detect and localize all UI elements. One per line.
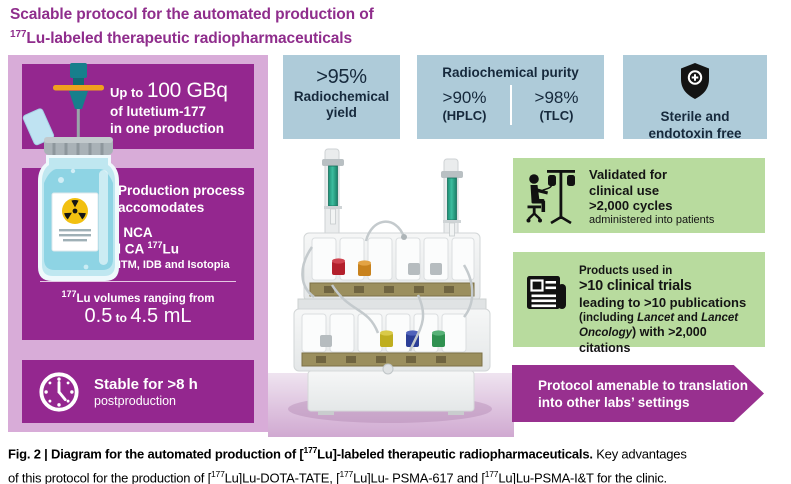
- capacity-box: Up to 100 GBq of lutetium-177 in one pro…: [22, 64, 254, 149]
- volume-label: 177Lu volumes ranging from: [22, 289, 254, 305]
- volume-label-text: Lu volumes ranging from: [76, 292, 215, 305]
- caption-sup3: 177: [339, 469, 354, 480]
- pubs-line1: Products used in: [579, 265, 673, 277]
- volume-to: to: [112, 311, 131, 326]
- caption-bold1: Fig. 2 | Diagram for the automated produ…: [8, 446, 304, 462]
- process-line2: accomodates: [118, 200, 205, 215]
- stability-box: Stable for >8 h postproduction: [22, 360, 254, 423]
- caption-line2: of this protocol for the production of […: [8, 464, 786, 484]
- pubs-line4: (including Lancet and Lancet: [579, 311, 761, 325]
- translation-arrow-banner: Protocol amenable to translation into ot…: [512, 365, 764, 422]
- purity-hplc: >90% (HPLC): [426, 88, 504, 123]
- caption-bold2: Lu]-labeled therapeutic radiopharmaceuti…: [317, 446, 593, 462]
- process-line1: Production process: [118, 183, 245, 198]
- pubs-line2: >10 clinical trials: [579, 278, 692, 294]
- process-ca-sup: 177: [147, 240, 163, 250]
- validated-line2: clinical use: [589, 182, 660, 198]
- volume-isotope-sup: 177: [61, 288, 77, 299]
- pubs-citations: ) with >2,000 citations: [579, 325, 707, 355]
- stability-line2: postproduction: [94, 393, 177, 408]
- radiochemical-purity-box: Radiochemical purity >90% (HPLC) >98% (T…: [417, 55, 604, 139]
- process-ca-post: Lu: [162, 241, 180, 257]
- validated-line3: >2,000 cycles: [589, 198, 673, 213]
- figure-caption: Fig. 2 | Diagram for the automated produ…: [8, 440, 786, 484]
- pubs-l4c: and: [674, 312, 702, 324]
- capacity-prefix: Up to: [110, 85, 147, 100]
- sterility-box: Sterile and endotoxin free: [623, 55, 767, 141]
- validated-line4: administered into patients: [589, 213, 715, 226]
- yield-value: >95%: [316, 66, 367, 88]
- divider-line: [509, 85, 512, 125]
- radiochemical-yield-box: >95% Radiochemical yield: [283, 55, 400, 139]
- automated-synthesis-module-image: [268, 148, 514, 437]
- yield-label2: yield: [326, 105, 357, 120]
- caption-reg3: Lu]Lu-DOTA-TATE, [: [224, 470, 340, 484]
- tlc-method: (TLC): [539, 107, 574, 123]
- sterile-line2: endotoxin free: [648, 126, 742, 141]
- hplc-value: >90%: [442, 87, 487, 107]
- caption-reg5: Lu]Lu-PSMA-I&T for the clinic.: [498, 470, 667, 484]
- arrow-line2: into other labs’ settings: [538, 394, 690, 410]
- volume-min: 0.5: [84, 305, 113, 328]
- title-isotope-superscript: 177: [10, 29, 27, 40]
- caption-reg1: Key advantages: [592, 446, 687, 462]
- validated-line1: Validated for: [589, 167, 668, 182]
- clinical-validation-box: Validated for clinical use >2,000 cycles…: [513, 158, 765, 233]
- caption-reg2: of this protocol for the production of [: [8, 470, 212, 484]
- divider-line: [40, 280, 236, 282]
- pubs-lancet2-italic: Lancet: [701, 312, 739, 324]
- caption-sup4: 177: [484, 469, 499, 480]
- shield-plus-icon: [681, 63, 709, 99]
- purity-title: Radiochemical purity: [442, 65, 579, 80]
- pubs-l4a: (including: [579, 312, 638, 324]
- capacity-value: 100 GBq: [146, 79, 228, 102]
- capacity-line3: in one production: [110, 121, 224, 136]
- stability-line1: Stable for >8 h: [94, 375, 198, 393]
- hplc-method: (HPLC): [442, 107, 487, 123]
- yield-label1: Radiochemical: [293, 89, 390, 104]
- process-nca: NCA: [123, 225, 153, 240]
- radioactive-lutetium-vial-illustration: [22, 63, 119, 281]
- sterile-line1: Sterile and: [660, 109, 730, 124]
- caption-reg4: Lu]Lu- PSMA-617 and [: [353, 470, 485, 484]
- clock-icon: [39, 371, 79, 412]
- pubs-oncology-italic: Oncology: [579, 327, 633, 339]
- publications-box: Products used in >10 clinical trials lea…: [513, 252, 765, 355]
- title-line1: Scalable protocol for the automated prod…: [10, 6, 374, 23]
- pubs-line3: leading to >10 publications: [579, 295, 747, 310]
- caption-line1: Fig. 2 | Diagram for the automated produ…: [8, 440, 786, 464]
- caption-sup1: 177: [303, 445, 318, 455]
- newspaper-icon: [527, 276, 566, 309]
- pubs-line5: Oncology) with >2,000 citations: [579, 325, 761, 356]
- caption-sup2: 177: [211, 469, 225, 480]
- arrow-line1: Protocol amenable to translation: [538, 377, 749, 393]
- title-line2: Lu-labeled therapeutic radiopharmaceutic…: [26, 30, 352, 48]
- purity-tlc: >98% (TLC): [518, 88, 596, 123]
- capacity-line2: of lutetium-177: [110, 104, 207, 119]
- lutetium-capacity-panel: Up to 100 GBq of lutetium-177 in one pro…: [8, 55, 268, 432]
- volume-max: 4.5 mL: [130, 305, 192, 328]
- volume-range: 0.5 to 4.5 mL: [22, 305, 254, 328]
- pubs-lancet-italic: Lancet: [637, 312, 675, 324]
- tlc-value: >98%: [534, 87, 579, 107]
- figure-title: Scalable protocol for the automated prod…: [10, 5, 374, 49]
- iv-infusion-patient-icon: [526, 170, 575, 225]
